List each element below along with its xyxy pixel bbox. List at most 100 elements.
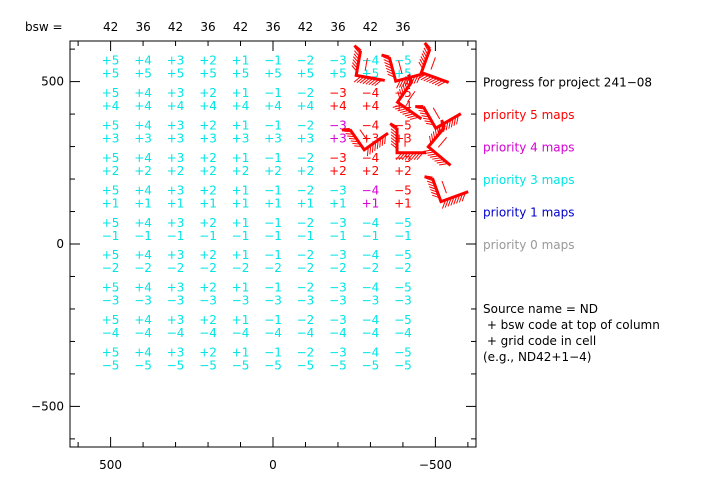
hatch-line bbox=[419, 112, 428, 115]
cell-column-code: −2 bbox=[297, 216, 315, 230]
column-bsw-label: 42 bbox=[103, 20, 118, 34]
hatch-line bbox=[397, 91, 401, 100]
hatch-line bbox=[413, 152, 421, 161]
column-bsw-label: 42 bbox=[298, 20, 313, 34]
cell-row-code: −2 bbox=[232, 261, 250, 275]
cell-row-code: −1 bbox=[297, 229, 315, 243]
column-bsw-label: 42 bbox=[363, 20, 378, 34]
cell-column-code: +4 bbox=[134, 86, 152, 100]
map-frame bbox=[426, 126, 452, 167]
cell-row-code: −4 bbox=[297, 326, 315, 340]
cell-column-code: −1 bbox=[264, 86, 282, 100]
cell-column-code: −1 bbox=[264, 281, 282, 295]
cell-row-code: +4 bbox=[232, 99, 250, 113]
map-glyph bbox=[351, 44, 386, 87]
cell-row-code: +2 bbox=[199, 164, 217, 178]
hatch-line bbox=[456, 115, 459, 125]
hatch-line bbox=[432, 157, 442, 160]
cell-column-code: −4 bbox=[362, 346, 380, 360]
cell-column-code: +4 bbox=[134, 313, 152, 327]
cell-column-code: +4 bbox=[134, 281, 152, 295]
cell-column-code: +5 bbox=[102, 151, 120, 165]
cell-column-code: −1 bbox=[264, 118, 282, 132]
hatch-line bbox=[422, 117, 431, 121]
hatch-line bbox=[385, 64, 393, 70]
hatch-line bbox=[369, 145, 372, 155]
cell-row-code: +1 bbox=[297, 196, 315, 210]
hatch-line bbox=[429, 77, 438, 84]
hatch-line bbox=[416, 152, 424, 161]
map-tick bbox=[407, 90, 416, 103]
hatch-line bbox=[430, 189, 438, 193]
cell-column-code: −1 bbox=[264, 216, 282, 230]
hatch-line bbox=[353, 53, 360, 60]
cell-column-code: +3 bbox=[167, 151, 185, 165]
cell-row-code: +2 bbox=[329, 164, 347, 178]
cell-row-code: +3 bbox=[264, 131, 282, 145]
map-glyph bbox=[392, 73, 423, 121]
hatch-line bbox=[399, 109, 410, 114]
map-tick bbox=[432, 107, 441, 120]
cell-row-code: +1 bbox=[102, 196, 120, 210]
cell-column-code: +3 bbox=[167, 281, 185, 295]
hatch-line bbox=[434, 79, 444, 86]
cell-row-code: +5 bbox=[134, 66, 152, 80]
cell-column-code: −2 bbox=[297, 346, 315, 360]
cell-column-code: +1 bbox=[232, 248, 250, 262]
hatch-line bbox=[445, 121, 449, 131]
cell-column-code: +5 bbox=[102, 216, 120, 230]
cell-row-code: −4 bbox=[329, 326, 347, 340]
cell-column-code: +4 bbox=[134, 118, 152, 132]
axis-tick-labels: 500 0 −500 500 0 −500 bbox=[31, 75, 452, 472]
column-bsw-label: 36 bbox=[135, 20, 150, 34]
hatch-line bbox=[420, 56, 426, 64]
cell-column-code: +5 bbox=[102, 248, 120, 262]
cell-row-code: −2 bbox=[394, 261, 412, 275]
cell-row-code: −4 bbox=[134, 326, 152, 340]
hatch-line bbox=[413, 75, 419, 84]
hatch-line bbox=[352, 59, 359, 66]
cell-row-code: +3 bbox=[199, 131, 217, 145]
cell-column-code: −4 bbox=[362, 281, 380, 295]
note-line: + bsw code at top of column bbox=[483, 318, 660, 332]
hatch-line bbox=[366, 146, 369, 157]
cell-column-code: +2 bbox=[199, 86, 217, 100]
x-tick-label: 500 bbox=[99, 458, 122, 472]
cell-row-code: −3 bbox=[362, 294, 380, 308]
cell-row-code: −1 bbox=[329, 229, 347, 243]
hatch-line bbox=[397, 108, 407, 112]
cell-row-code: −2 bbox=[199, 261, 217, 275]
hatch-line bbox=[434, 129, 438, 137]
y-tick-label: −500 bbox=[31, 399, 64, 413]
hatch-line bbox=[444, 198, 449, 208]
cell-column-code: −5 bbox=[394, 281, 412, 295]
cell-row-code: −1 bbox=[167, 229, 185, 243]
hatch-line bbox=[419, 58, 425, 67]
hatch-line bbox=[347, 135, 356, 138]
cell-row-code: −5 bbox=[264, 359, 282, 373]
hatch-line bbox=[431, 191, 439, 196]
hatch-line bbox=[453, 195, 458, 205]
hatch-line bbox=[404, 113, 415, 117]
column-bsw-label: 42 bbox=[233, 20, 248, 34]
map-frame bbox=[354, 50, 386, 82]
hatch-line bbox=[399, 88, 403, 97]
cell-row-code: +3 bbox=[362, 131, 380, 145]
hatch-line bbox=[390, 143, 398, 150]
hatch-line bbox=[385, 67, 394, 73]
cell-column-code: +3 bbox=[167, 53, 185, 67]
cell-row-code: −5 bbox=[102, 359, 120, 373]
hatch-line bbox=[429, 155, 440, 158]
cell-column-code: +1 bbox=[232, 313, 250, 327]
legend-entry: priority 0 maps bbox=[483, 238, 574, 252]
hatch-line bbox=[436, 126, 440, 135]
hatch-line bbox=[426, 180, 435, 185]
cell-column-code: +4 bbox=[134, 216, 152, 230]
hatch-line bbox=[432, 131, 436, 140]
hatch-line bbox=[402, 111, 412, 115]
hatch-line bbox=[450, 118, 454, 128]
cell-column-code: +1 bbox=[232, 86, 250, 100]
hatch-line bbox=[351, 62, 358, 69]
cell-row-code: −3 bbox=[167, 294, 185, 308]
hatch-line bbox=[436, 161, 447, 164]
